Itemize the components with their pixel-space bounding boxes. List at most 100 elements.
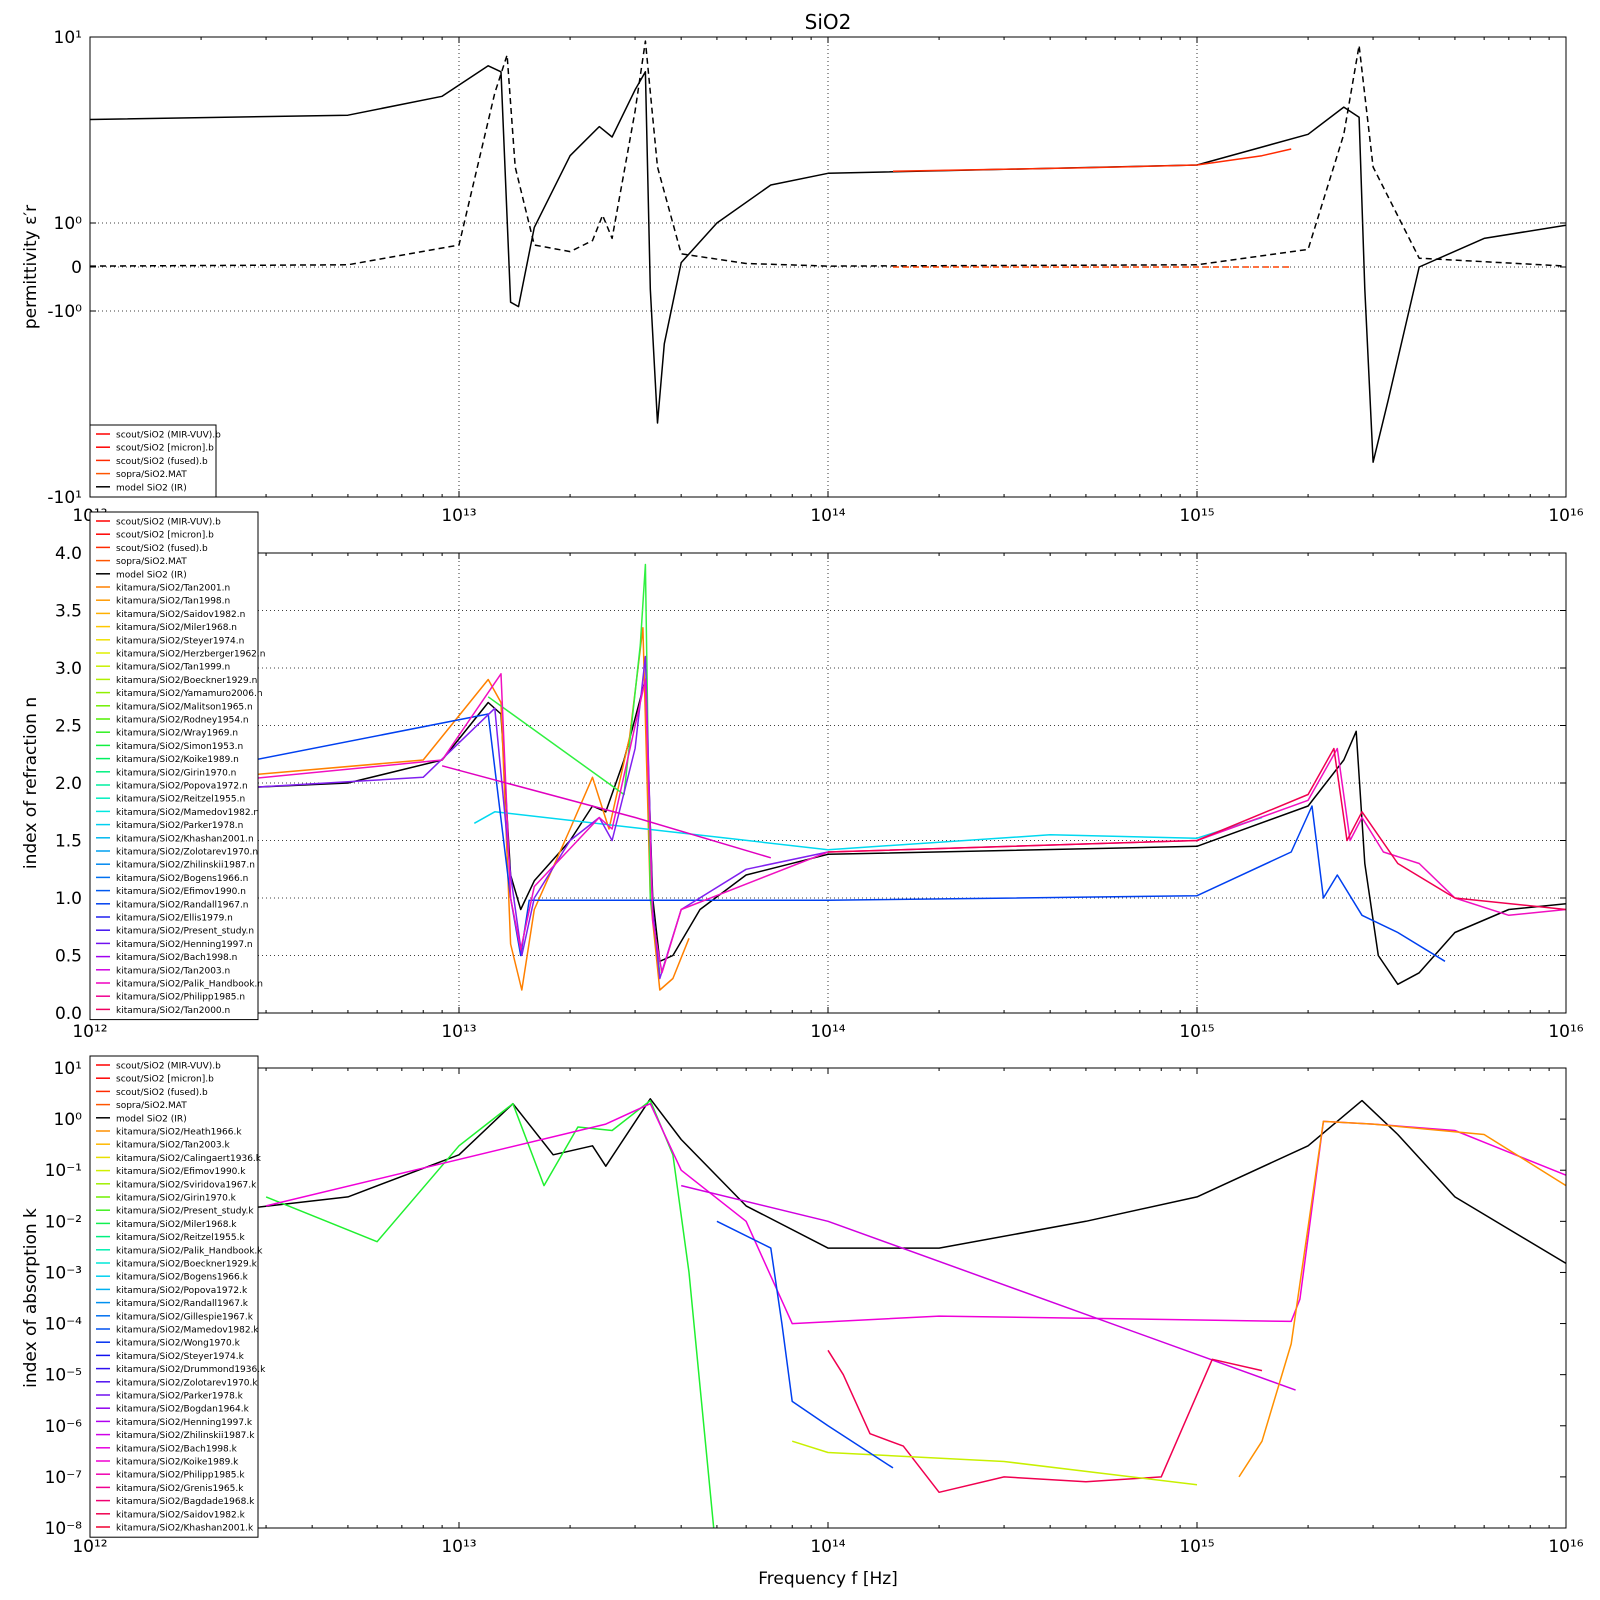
x-tick-label: 10¹² bbox=[72, 1022, 107, 1042]
legend-label: kitamura/SiO2/Zhilinskii1987.k bbox=[116, 1431, 255, 1441]
legend-label: kitamura/SiO2/Miler1968.k bbox=[116, 1220, 237, 1230]
y-tick-label: 1.0 bbox=[55, 889, 82, 909]
legend-label: kitamura/SiO2/Tan2000.n bbox=[116, 1006, 230, 1016]
legend-label: kitamura/SiO2/Steyer1974.k bbox=[116, 1352, 245, 1362]
legend-label: kitamura/SiO2/Randall1967.n bbox=[116, 900, 249, 910]
legend-label: kitamura/SiO2/Khashan2001.n bbox=[116, 834, 254, 844]
legend-label: kitamura/SiO2/Boeckner1929.k bbox=[116, 1260, 258, 1270]
legend-label: scout/SiO2 (fused).b bbox=[116, 1088, 208, 1098]
legend-label: sopra/SiO2.MAT bbox=[116, 470, 187, 480]
legend-label: kitamura/SiO2/Herzberger1962.n bbox=[116, 650, 265, 660]
x-tick-label: 10¹⁶ bbox=[1548, 506, 1583, 526]
legend-label: kitamura/SiO2/Henning1997.k bbox=[116, 1418, 253, 1428]
y-tick-label: -10¹ bbox=[47, 488, 82, 508]
legend-label: kitamura/SiO2/Boeckner1929.n bbox=[116, 676, 257, 686]
y-tick-label: 0 bbox=[71, 258, 82, 278]
legend-box bbox=[89, 1055, 259, 1538]
legend-label: kitamura/SiO2/Calingaert1936.k bbox=[116, 1154, 262, 1164]
series-line-2 bbox=[90, 40, 1566, 267]
legend-label: kitamura/SiO2/Koike1989.n bbox=[116, 755, 239, 765]
legend-label: scout/SiO2 (MIR-VUV).b bbox=[116, 1062, 221, 1072]
legend-label: kitamura/SiO2/Present_study.n bbox=[116, 927, 254, 937]
y-tick-label: 10⁻⁷ bbox=[45, 1468, 83, 1488]
legend-label: kitamura/SiO2/Zolotarev1970.k bbox=[116, 1378, 258, 1388]
legend-label: kitamura/SiO2/Bogdan1964.k bbox=[116, 1405, 250, 1415]
legend-label: kitamura/SiO2/Tan2003.n bbox=[116, 966, 230, 976]
x-tick-label: 10¹⁴ bbox=[810, 1022, 845, 1042]
legend-box bbox=[89, 511, 259, 1021]
y-tick-label: 10¹ bbox=[54, 1059, 82, 1079]
legend-label: scout/SiO2 [micron].b bbox=[116, 531, 214, 541]
legend-label: kitamura/SiO2/Mamedov1982.n bbox=[116, 808, 259, 818]
series-line-2 bbox=[265, 1099, 715, 1528]
legend-label: scout/SiO2 (MIR-VUV).b bbox=[116, 518, 221, 528]
legend-label: kitamura/SiO2/Girin1970.k bbox=[116, 1194, 237, 1204]
legend-label: kitamura/SiO2/Wray1969.n bbox=[116, 729, 238, 739]
legend-label: kitamura/SiO2/Philipp1985.k bbox=[116, 1471, 245, 1481]
legend-label: kitamura/SiO2/Parker1978.k bbox=[116, 1392, 244, 1402]
y-tick-label: -10⁰ bbox=[47, 302, 82, 322]
legend-label: kitamura/SiO2/Popova1972.n bbox=[116, 782, 248, 792]
legend-label: kitamura/SiO2/Koike1989.k bbox=[116, 1458, 239, 1468]
panel-2: 10¹² 10¹³ 10¹⁴ 10¹⁵ 10¹⁶ 4.0 3.5 3.0 2.5 2.0 1.5 1.… bbox=[21, 511, 1584, 1042]
legend-label: scout/SiO2 [micron].b bbox=[116, 1075, 214, 1085]
plot-frame bbox=[89, 1067, 1567, 1529]
x-tick-label: 10¹³ bbox=[441, 1022, 476, 1042]
chart-title: SiO2 bbox=[805, 10, 852, 34]
legend: scout/SiO2 (MIR-VUV).b scout/SiO2 [micron… bbox=[89, 424, 221, 498]
y-tick-label: 10⁻³ bbox=[45, 1263, 82, 1283]
x-tick-label: 10¹⁶ bbox=[1548, 1537, 1583, 1557]
y-tick-label: 10⁻¹ bbox=[45, 1161, 82, 1181]
series-line-7 bbox=[716, 1220, 894, 1469]
x-tick-label: 10¹⁶ bbox=[1548, 1022, 1583, 1042]
legend-label: kitamura/SiO2/Girin1970.n bbox=[116, 768, 236, 778]
legend-label: kitamura/SiO2/Steyer1974.n bbox=[116, 636, 244, 646]
legend-label: kitamura/SiO2/Miler1968.n bbox=[116, 623, 237, 633]
legend-label: kitamura/SiO2/Malitson1965.n bbox=[116, 702, 253, 712]
legend-label: kitamura/SiO2/Palik_Handbook.n bbox=[116, 980, 263, 990]
series-line-5 bbox=[827, 1349, 1263, 1494]
legend-label: kitamura/SiO2/Tan1999.n bbox=[116, 663, 230, 673]
legend-label: kitamura/SiO2/Randall1967.k bbox=[116, 1299, 249, 1309]
panel-3: 10¹² 10¹³ 10¹⁴ 10¹⁵ 10¹⁶ 10¹ 10⁰ 10⁻¹ 10⁻² 10⁻³ 10… bbox=[21, 1055, 1584, 1589]
legend-label: sopra/SiO2.MAT bbox=[116, 1101, 187, 1111]
legend-label: kitamura/SiO2/Bach1998.k bbox=[116, 1444, 238, 1454]
y-axis-label: index of absorption k bbox=[21, 1208, 41, 1388]
plot-frame bbox=[89, 36, 1567, 498]
y-tick-label: 2.5 bbox=[55, 717, 82, 737]
y-tick-label: 10⁻⁵ bbox=[45, 1366, 82, 1386]
y-tick-label: 10⁻² bbox=[45, 1212, 82, 1232]
y-axis-label: permittivity ε′r bbox=[21, 205, 41, 329]
y-tick-label: 3.0 bbox=[55, 659, 82, 679]
legend-label: kitamura/SiO2/Bach1998.n bbox=[116, 953, 237, 963]
x-tick-label: 10¹³ bbox=[441, 506, 476, 526]
panel-1: 10¹²10¹³10¹⁴10¹⁵10¹⁶10¹10⁰0-10⁰-10¹permi… bbox=[21, 10, 1584, 526]
grid bbox=[90, 37, 1566, 497]
legend-label: kitamura/SiO2/Efimov1990.n bbox=[116, 887, 246, 897]
legend-label: kitamura/SiO2/Mamedov1982.k bbox=[116, 1326, 259, 1336]
grid bbox=[90, 553, 1566, 1013]
legend-label: kitamura/SiO2/Zhilinskii1987.n bbox=[116, 861, 255, 871]
series-line-8 bbox=[1238, 1120, 1566, 1478]
series-group bbox=[90, 40, 1566, 463]
legend-label: kitamura/SiO2/Zolotarev1970.n bbox=[116, 848, 258, 858]
x-tick-label: 10¹³ bbox=[441, 1537, 476, 1557]
y-tick-label: 0.5 bbox=[55, 947, 82, 967]
legend-label: kitamura/SiO2/Bogens1966.n bbox=[116, 874, 248, 884]
legend-label: kitamura/SiO2/Rodney1954.n bbox=[116, 716, 249, 726]
legend-label: kitamura/SiO2/Bagdade1968.k bbox=[116, 1497, 255, 1507]
y-axis-label: index of refraction n bbox=[21, 697, 41, 869]
legend-label: scout/SiO2 [micron].b bbox=[116, 444, 214, 454]
legend-label: kitamura/SiO2/Tan1998.n bbox=[116, 597, 230, 607]
legend-label: kitamura/SiO2/Philipp1985.n bbox=[116, 993, 245, 1003]
legend-label: kitamura/SiO2/Khashan2001.k bbox=[116, 1524, 254, 1534]
y-tick-label: 4.0 bbox=[55, 544, 82, 564]
y-tick-label: 1.5 bbox=[55, 832, 82, 852]
series-line-9 bbox=[827, 747, 1566, 911]
x-tick-label: 10¹² bbox=[72, 1537, 107, 1557]
series-line-3 bbox=[892, 148, 1292, 172]
legend-label: kitamura/SiO2/Heath1966.k bbox=[116, 1128, 242, 1138]
legend-label: kitamura/SiO2/Saidov1982.n bbox=[116, 610, 245, 620]
x-tick-label: 10¹⁴ bbox=[810, 506, 845, 526]
